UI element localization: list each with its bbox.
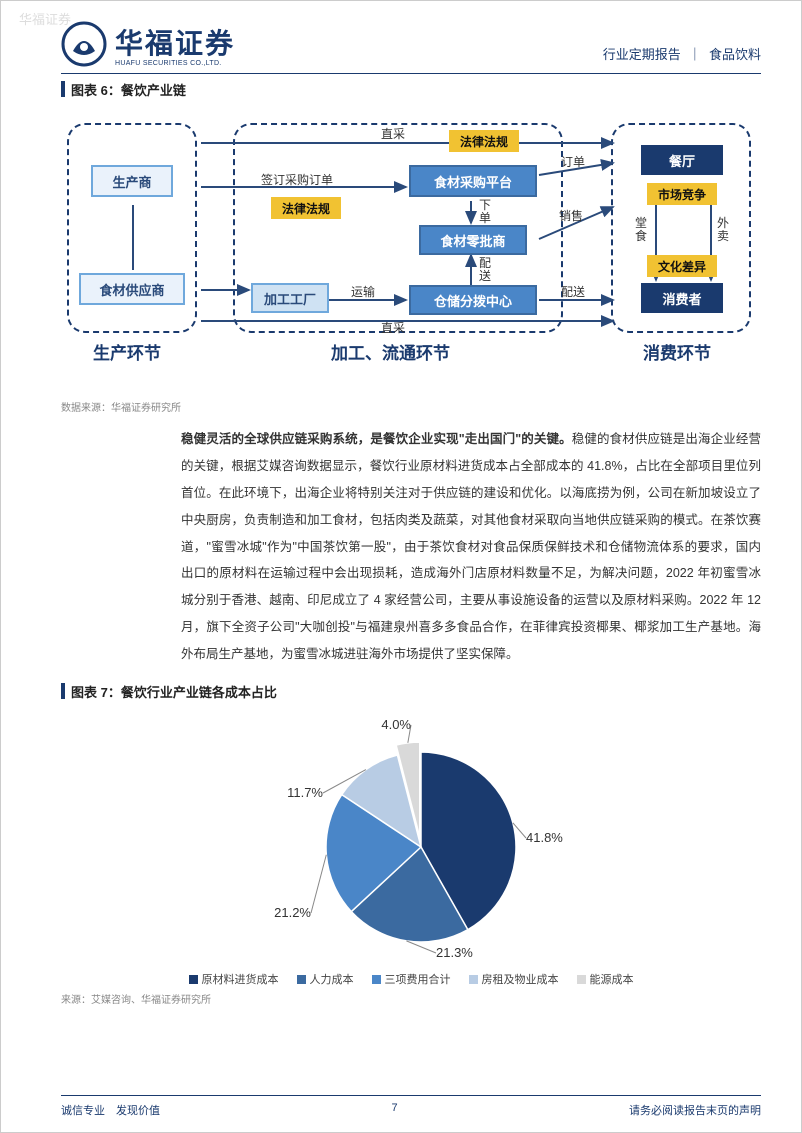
legend-swatch: [577, 975, 586, 984]
legend-swatch: [372, 975, 381, 984]
body-paragraph: 稳健灵活的全球供应链采购系统，是餐饮企业实现"走出国门"的关键。稳健的食材供应链…: [181, 426, 761, 668]
footer-right: 请务必阅读报告末页的声明: [629, 1102, 761, 1118]
figure-7-title: 图表 7：餐饮行业产业链各成本占比: [71, 682, 277, 701]
label-deliver: 配送: [561, 283, 585, 300]
header-breadcrumb: 行业定期报告 ｜ 食品饮料: [603, 44, 761, 67]
node-supplier: 食材供应商: [79, 273, 185, 305]
figure-6-source: 数据来源：华福证券研究所: [61, 399, 761, 414]
logo: 华福证券 HUAFU SECURITIES CO.,LTD.: [61, 21, 235, 67]
pie-pct-2: 21.2%: [274, 905, 311, 920]
company-name: 华福证券: [115, 22, 235, 62]
pie-chart: 41.8% 21.3% 21.2% 11.7% 4.0% 原材料进货成本 人力成本 三项费用…: [61, 707, 761, 987]
title-bar: [61, 81, 65, 97]
company-name-en: HUAFU SECURITIES CO.,LTD.: [115, 60, 222, 67]
node-factory: 加工工厂: [251, 283, 329, 313]
figure-7-title-row: 图表 7：餐饮行业产业链各成本占比: [61, 682, 761, 701]
node-platform: 食材采购平台: [409, 165, 537, 197]
paragraph-rest: 稳健的食材供应链是出海企业经营的关键，根据艾媒咨询数据显示，餐饮行业原材料进货成…: [181, 432, 761, 661]
page-footer: 诚信专业 发现价值 7 请务必阅读报告末页的声明: [1, 1095, 801, 1118]
legend-item-4: 能源成本: [577, 971, 634, 987]
node-retail: 食材零批商: [419, 225, 527, 255]
label-direct-2: 直采: [381, 319, 405, 336]
pie-pct-0: 41.8%: [526, 830, 563, 845]
figure-7-source: 来源：艾媒咨询、华福证券研究所: [61, 991, 761, 1006]
label-sale: 销售: [559, 207, 583, 224]
legend-item-2: 三项费用合计: [372, 971, 451, 987]
node-restaurant: 餐厅: [641, 145, 723, 175]
node-warehouse: 仓储分拨中心: [409, 285, 537, 315]
report-type: 行业定期报告: [603, 47, 681, 62]
tag-culture: 文化差异: [647, 255, 717, 277]
node-consumer: 消费者: [641, 283, 723, 313]
tag-law-2: 法律法规: [271, 197, 341, 219]
pie-legend: 原材料进货成本 人力成本 三项费用合计 房租及物业成本 能源成本: [189, 971, 634, 987]
figure-6-title-row: 图表 6：餐饮产业链: [61, 80, 761, 99]
legend-item-0: 原材料进货成本: [189, 971, 279, 987]
supply-chain-diagram: 生产环节 加工、流通环节 消费环节: [61, 105, 761, 395]
footer-divider: [61, 1095, 761, 1096]
footer-left: 诚信专业 发现价值: [61, 1102, 160, 1118]
pie-svg: 41.8% 21.3% 21.2% 11.7% 4.0%: [241, 707, 581, 967]
label-sign: 签订采购订单: [261, 171, 333, 188]
pie-pct-1: 21.3%: [436, 945, 473, 960]
legend-item-1: 人力成本: [297, 971, 354, 987]
sector-name: 食品饮料: [709, 47, 761, 62]
legend-swatch: [297, 975, 306, 984]
label-transport: 运输: [351, 283, 375, 300]
paragraph-bold: 稳健灵活的全球供应链采购系统，是餐饮企业实现"走出国门"的关键。: [181, 432, 572, 446]
figure-6-title: 图表 6：餐饮产业链: [71, 80, 186, 99]
pie-pct-3: 11.7%: [287, 785, 323, 800]
pie-pct-4: 4.0%: [381, 717, 411, 732]
title-bar: [61, 683, 65, 699]
separator: ｜: [688, 47, 701, 62]
page-number: 7: [391, 1102, 397, 1118]
tag-market: 市场竞争: [647, 183, 717, 205]
watermark: 华福证券: [19, 9, 71, 28]
label-direct-1: 直采: [381, 125, 405, 142]
label-order: 订单: [561, 153, 585, 170]
page-header: 华福证券 HUAFU SECURITIES CO.,LTD. 行业定期报告 ｜ …: [1, 1, 801, 71]
legend-swatch: [189, 975, 198, 984]
legend-item-3: 房租及物业成本: [469, 971, 559, 987]
label-deliver-up: 配 送: [479, 257, 491, 283]
label-order-down: 下 单: [479, 199, 491, 225]
legend-swatch: [469, 975, 478, 984]
label-dinein: 堂 食: [635, 217, 647, 243]
node-producer: 生产商: [91, 165, 173, 197]
diagram-arrows: [61, 105, 761, 365]
label-takeout: 外 卖: [717, 217, 729, 243]
tag-law-1: 法律法规: [449, 130, 519, 152]
